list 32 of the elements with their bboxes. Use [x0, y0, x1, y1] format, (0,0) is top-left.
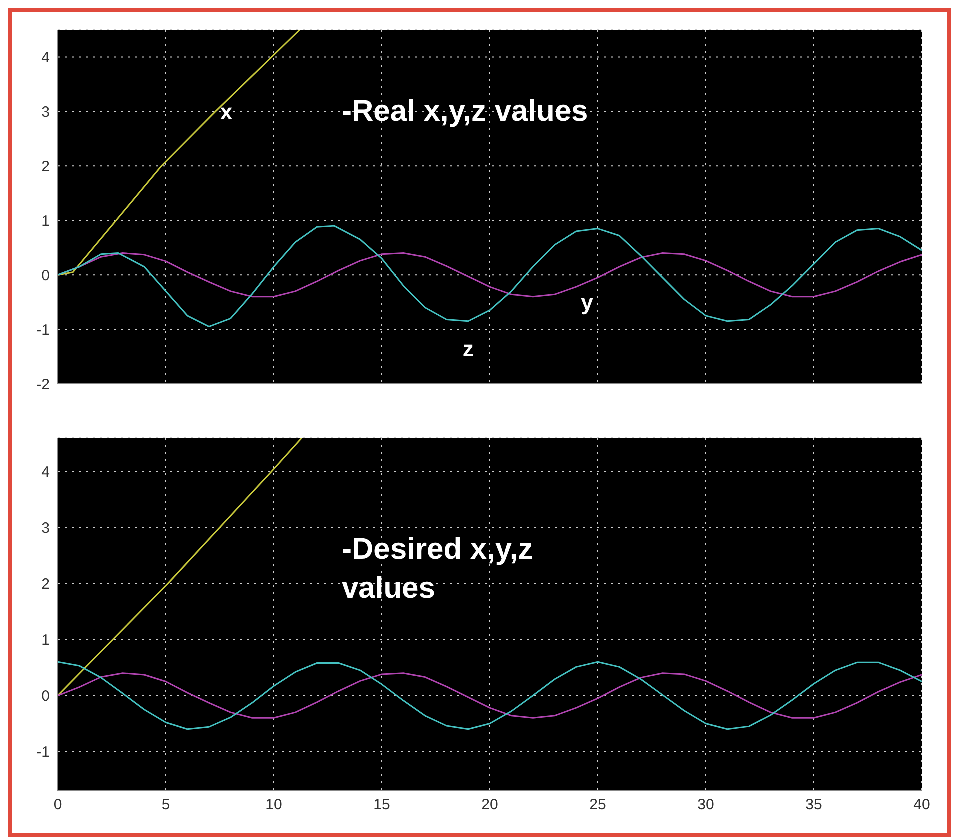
x-tick-label: 15: [374, 796, 390, 814]
y-tick-label: 4: [42, 464, 50, 481]
annotation: -Real x,y,z values: [342, 94, 590, 130]
y-tick-label: 3: [42, 520, 50, 537]
y-tick-label: 2: [42, 576, 50, 594]
y-tick-label: 0: [42, 688, 50, 706]
y-tick-label: 1: [42, 212, 50, 230]
y-tick-label: 0: [42, 267, 50, 284]
x-tick-label: 5: [162, 796, 170, 814]
y-tick-label: 1: [42, 632, 50, 650]
annotation: -Desired x,y,z values: [342, 532, 534, 607]
x-tick-label: 40: [914, 796, 930, 814]
x-tick-label: 30: [698, 796, 714, 814]
x-tick-label: 35: [806, 796, 822, 814]
series-label: y: [581, 290, 594, 316]
x-tick-label: 10: [266, 796, 282, 814]
series-label: x: [220, 100, 234, 124]
series-label: z: [462, 336, 474, 362]
x-tick-label: 0: [54, 796, 62, 814]
y-tick-label: 4: [42, 50, 50, 67]
line-series: [58, 438, 303, 696]
y-tick-label: -1: [36, 322, 50, 339]
y-tick-label: -2: [36, 376, 50, 394]
line-series: [58, 661, 922, 730]
y-tick-label: -1: [36, 744, 50, 762]
line-series: [58, 30, 301, 276]
y-tick-label: 3: [42, 104, 50, 122]
line-series: [58, 672, 922, 719]
x-tick-label: 25: [590, 796, 606, 814]
line-series: [58, 225, 922, 328]
y-tick-label: 2: [42, 158, 50, 176]
x-tick-label: 20: [482, 796, 498, 814]
